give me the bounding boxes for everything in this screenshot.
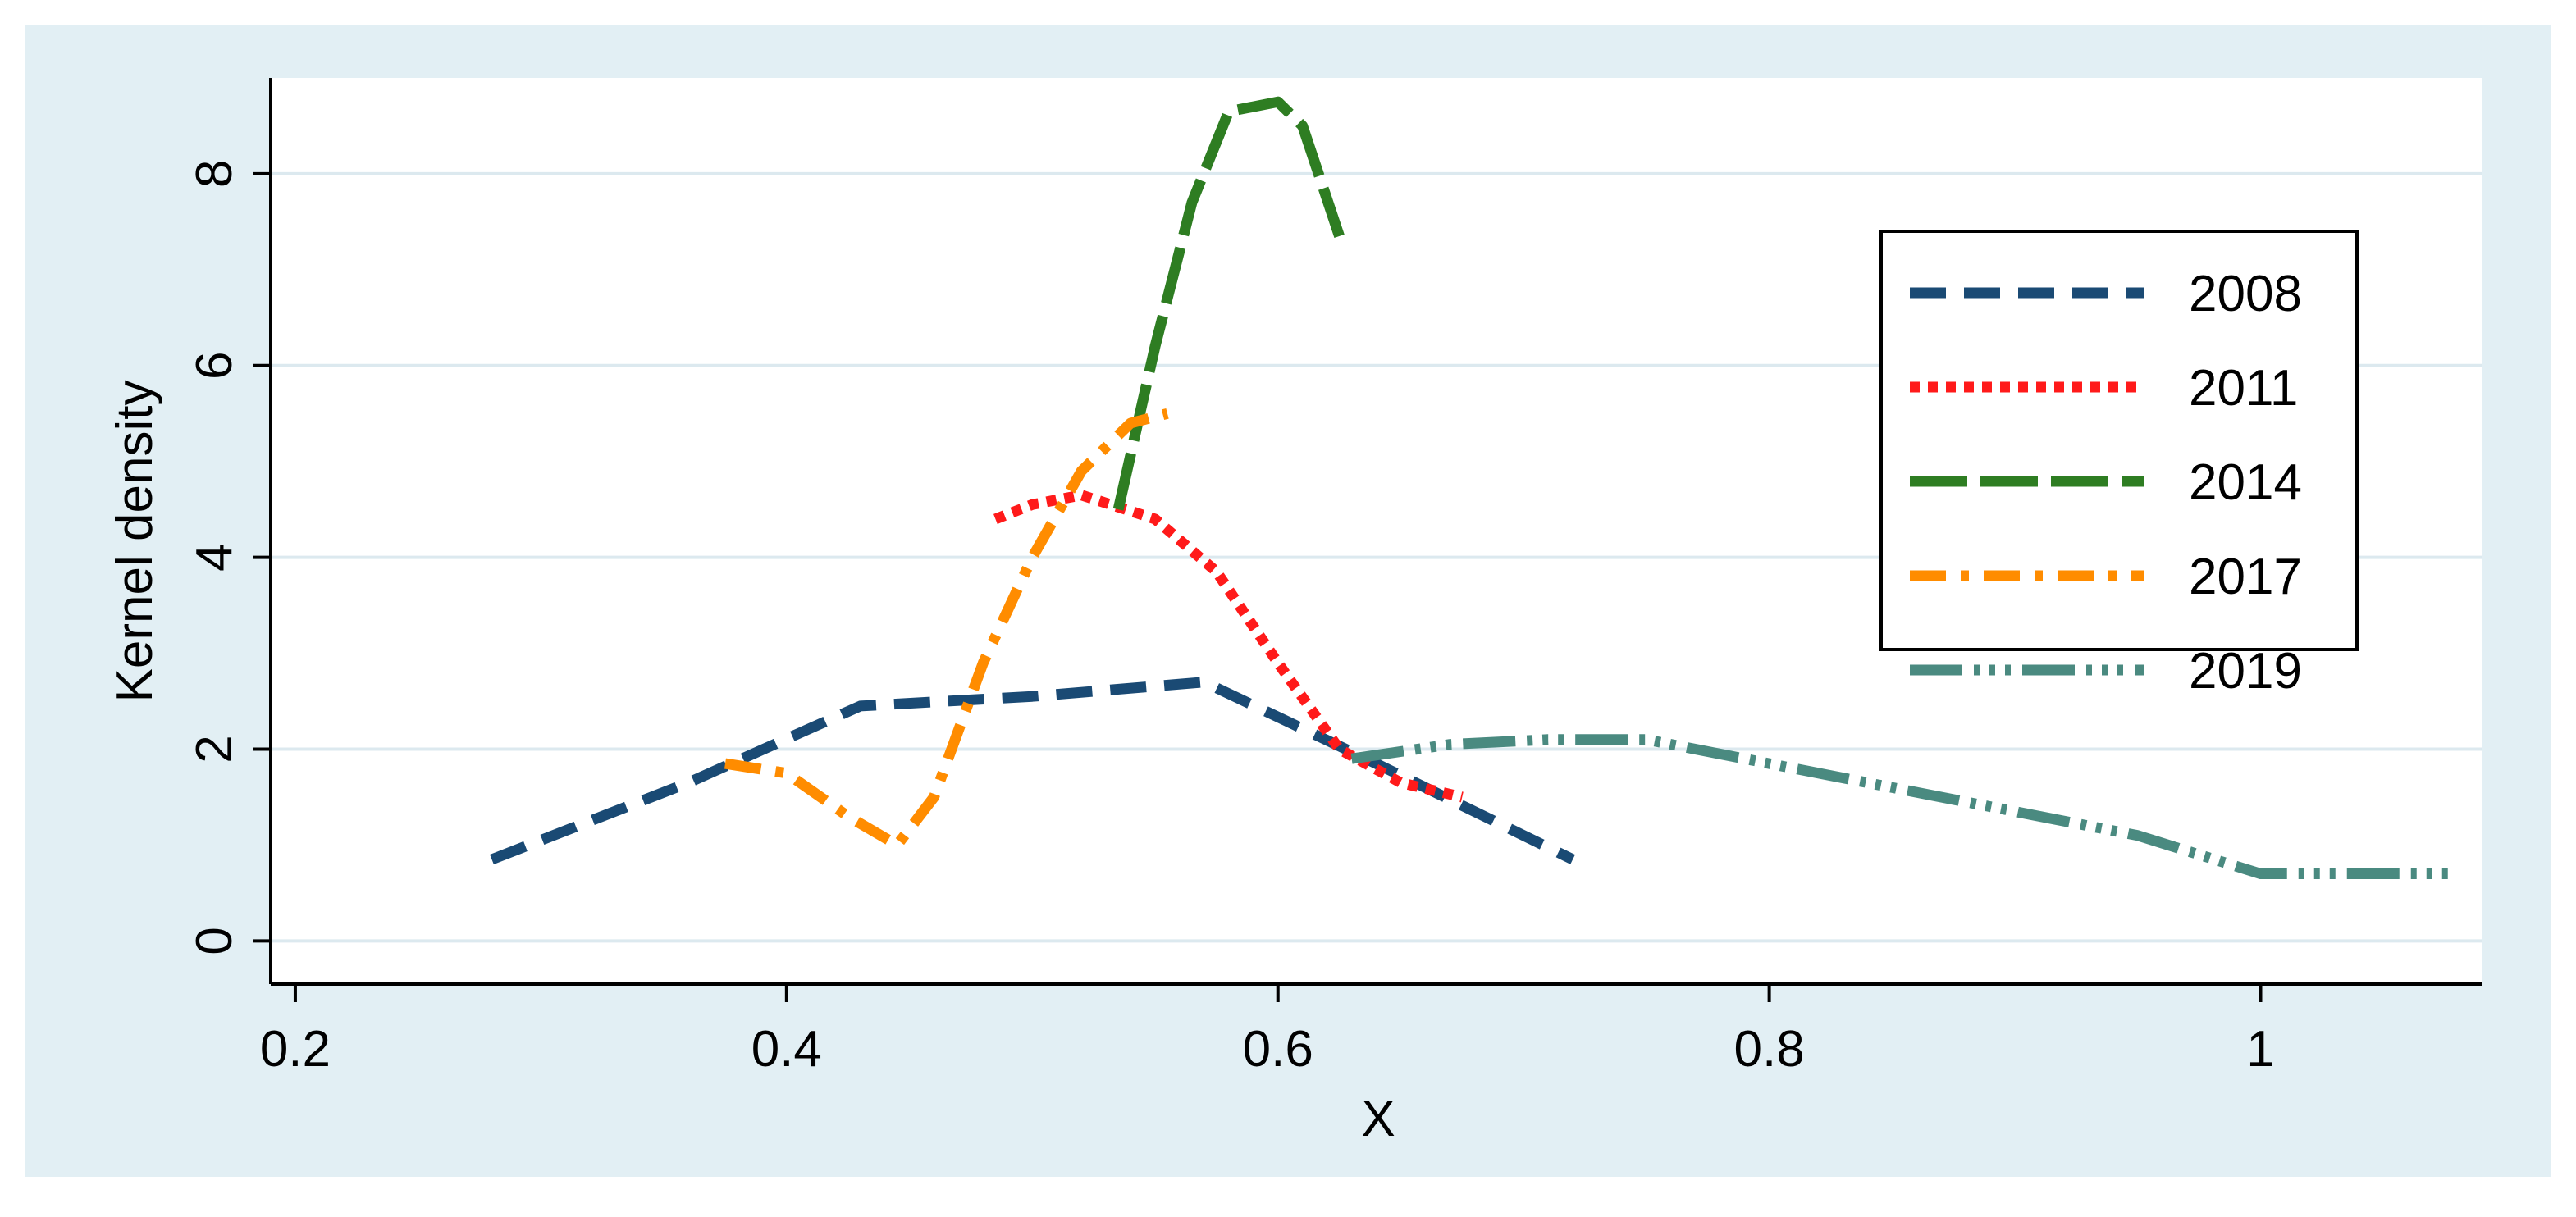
y-tick-label: 2: [186, 735, 243, 763]
series-line-2008: [490, 677, 1575, 865]
axes: 0 2 4 6 8 0.2 0.4 0.6 0.8 1: [186, 78, 2482, 1078]
legend-label-2011: 2011: [2189, 360, 2298, 417]
series-lines: [490, 96, 2458, 879]
x-tick-label: 0.8: [1734, 1021, 1805, 1078]
y-tick-label: 4: [186, 543, 243, 571]
x-tick-label: 0.6: [1243, 1021, 1313, 1078]
legend-label-2014: 2014: [2189, 454, 2302, 511]
x-tick-label: 1: [2246, 1021, 2274, 1078]
y-axis-title: Kernel density: [107, 381, 163, 703]
series-line-2011: [993, 490, 1464, 803]
series-line-2014: [1112, 96, 1345, 511]
legend-label-2008: 2008: [2189, 266, 2302, 322]
legend: 2008 2011 2014 2017 2019: [1879, 230, 2359, 700]
y-tick-label: 0: [186, 927, 243, 955]
y-tick-label: 6: [186, 352, 243, 380]
series-line-2017: [724, 408, 1169, 850]
x-tick-label: 0.2: [260, 1021, 331, 1078]
x-tick-label: 0.4: [751, 1021, 822, 1078]
x-axis-title: X: [1361, 1091, 1395, 1147]
y-tick-label: 8: [186, 160, 243, 188]
legend-label-2017: 2017: [2189, 549, 2302, 605]
legend-label-2019: 2019: [2189, 643, 2302, 700]
legend-box: [1879, 230, 2359, 651]
series-line-2019: [1350, 734, 2458, 879]
